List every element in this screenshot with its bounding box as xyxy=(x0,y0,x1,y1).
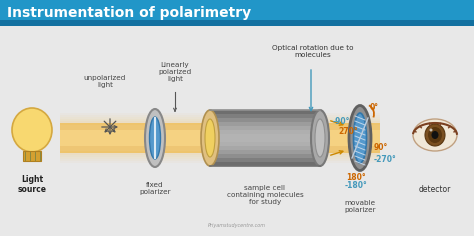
Bar xyxy=(60,161,380,163)
Text: 270°: 270° xyxy=(338,127,357,136)
Ellipse shape xyxy=(413,119,457,151)
Bar xyxy=(210,138,320,142)
Ellipse shape xyxy=(429,128,432,131)
Bar xyxy=(23,151,41,161)
Ellipse shape xyxy=(145,109,165,167)
Bar xyxy=(60,151,380,153)
Ellipse shape xyxy=(205,119,215,157)
Ellipse shape xyxy=(20,120,44,146)
Text: Linearly
polarized
light: Linearly polarized light xyxy=(158,62,191,82)
Ellipse shape xyxy=(14,114,50,152)
Bar xyxy=(0,0,474,26)
Text: 90°: 90° xyxy=(374,143,388,152)
Bar xyxy=(60,115,380,117)
Ellipse shape xyxy=(354,113,366,163)
Bar xyxy=(210,142,320,146)
Ellipse shape xyxy=(431,131,438,139)
Text: Priyamstudycentre.com: Priyamstudycentre.com xyxy=(208,223,266,228)
Text: sample cell
containing molecules
for study: sample cell containing molecules for stu… xyxy=(227,185,303,205)
Ellipse shape xyxy=(425,124,445,146)
Text: Instrumentation of polarimetry: Instrumentation of polarimetry xyxy=(7,6,251,20)
Text: detector: detector xyxy=(419,185,451,194)
Bar xyxy=(60,157,380,159)
Ellipse shape xyxy=(201,110,219,166)
Bar xyxy=(210,162,320,166)
Bar xyxy=(210,114,320,118)
Text: unpolarized
light: unpolarized light xyxy=(84,75,126,88)
Bar xyxy=(210,154,320,158)
Text: -90°: -90° xyxy=(333,118,350,126)
Bar xyxy=(60,155,380,157)
Ellipse shape xyxy=(428,127,442,143)
Bar xyxy=(60,123,380,125)
Bar xyxy=(60,121,380,123)
Bar xyxy=(60,123,380,153)
Bar xyxy=(60,117,380,119)
Text: 180°: 180° xyxy=(346,173,366,182)
Text: fixed
polarizer: fixed polarizer xyxy=(139,182,171,195)
Bar xyxy=(60,130,380,146)
Text: Light
source: Light source xyxy=(18,175,46,194)
Bar xyxy=(60,113,380,115)
Text: -270°: -270° xyxy=(374,156,397,164)
Text: -180°: -180° xyxy=(345,181,367,190)
Bar xyxy=(210,110,320,166)
Bar xyxy=(210,158,320,162)
Ellipse shape xyxy=(17,117,47,149)
Ellipse shape xyxy=(349,105,371,170)
Text: Optical rotation due to
molecules: Optical rotation due to molecules xyxy=(272,45,354,58)
Bar xyxy=(210,134,320,138)
Ellipse shape xyxy=(12,108,52,152)
Text: movable
polarizer: movable polarizer xyxy=(344,200,376,213)
Bar xyxy=(60,153,380,155)
Ellipse shape xyxy=(149,117,161,159)
Bar xyxy=(60,119,380,121)
Bar xyxy=(210,110,320,114)
Bar xyxy=(210,150,320,154)
Bar xyxy=(210,118,320,122)
Bar xyxy=(60,159,380,161)
Bar xyxy=(210,130,320,134)
Bar xyxy=(0,20,474,26)
Ellipse shape xyxy=(311,110,329,166)
Bar xyxy=(210,122,320,126)
Ellipse shape xyxy=(315,119,325,157)
Bar xyxy=(210,146,320,150)
Bar xyxy=(210,126,320,130)
Text: 0°: 0° xyxy=(370,104,379,113)
